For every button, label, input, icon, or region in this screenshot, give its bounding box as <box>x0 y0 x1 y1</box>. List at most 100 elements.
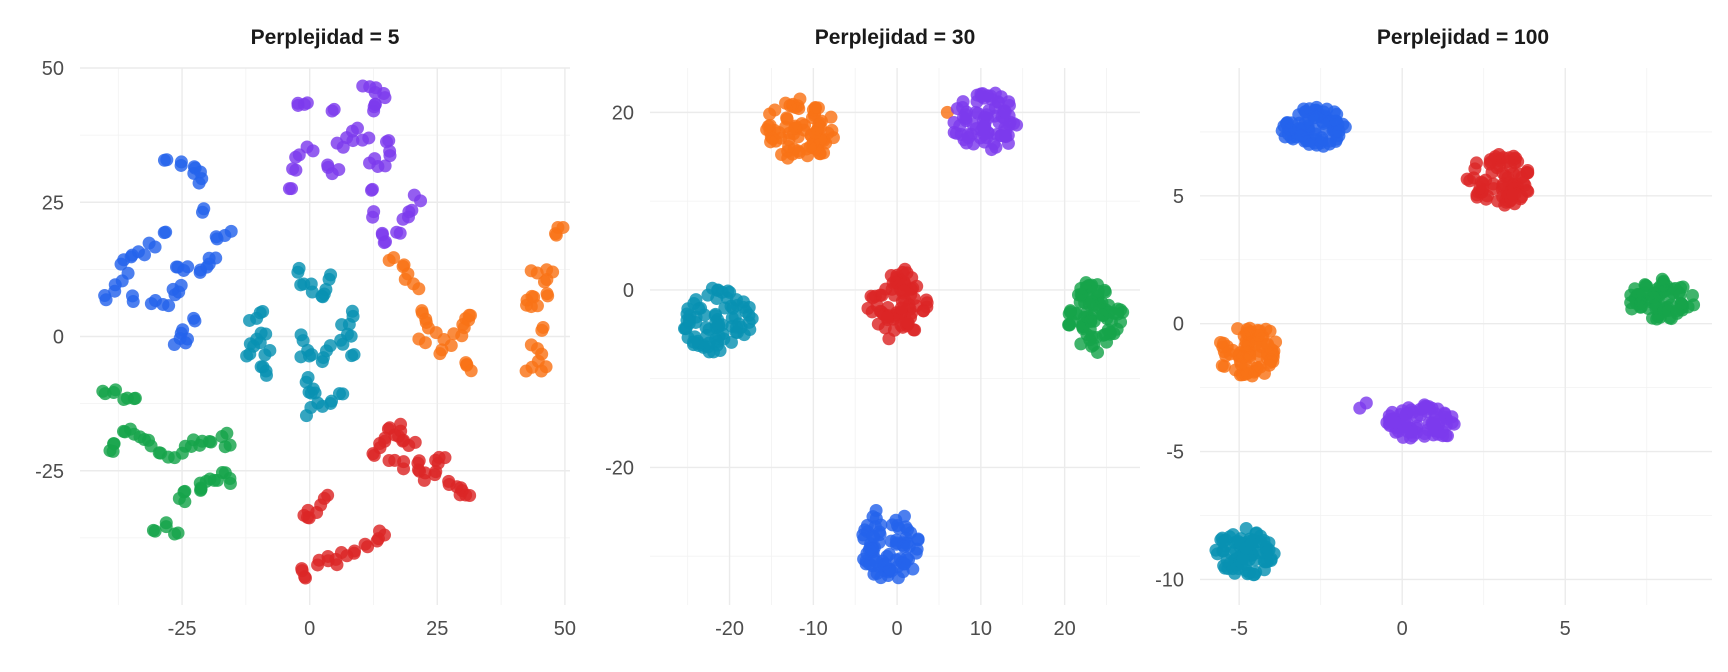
data-point <box>1243 321 1257 335</box>
data-point <box>121 266 135 280</box>
data-point <box>1463 174 1477 188</box>
data-point <box>1278 130 1292 144</box>
x-tick-label: 50 <box>554 618 576 640</box>
series-group <box>240 261 361 423</box>
data-point <box>325 167 339 181</box>
x-tick-label: -5 <box>1230 618 1248 640</box>
data-point <box>324 396 338 410</box>
data-point <box>737 328 751 342</box>
x-tick-label: 0 <box>304 618 315 640</box>
data-point <box>418 466 432 480</box>
y-tick-label: 0 <box>623 280 634 302</box>
data-point <box>159 225 173 239</box>
data-point <box>1236 551 1250 565</box>
data-point <box>444 338 458 352</box>
data-point <box>900 266 914 280</box>
data-point <box>412 332 426 346</box>
data-point <box>327 102 341 116</box>
panel-title: Perplejidad = 100 <box>1377 26 1549 49</box>
series-group <box>856 503 925 585</box>
data-point <box>1241 336 1255 350</box>
data-point <box>901 316 915 330</box>
data-point <box>378 235 392 249</box>
x-tick-label: -20 <box>715 618 744 640</box>
data-point <box>127 392 141 406</box>
data-point <box>148 240 162 254</box>
data-point <box>302 349 316 363</box>
data-point <box>1473 181 1487 195</box>
data-point <box>1220 553 1234 567</box>
data-point <box>397 455 411 469</box>
data-point <box>1353 401 1367 415</box>
data-point <box>742 308 756 322</box>
data-point <box>897 284 911 298</box>
data-point <box>856 528 870 542</box>
panel-perplexity-100: Perplejidad = 100 -5 0 5 -10 -5 0 5 <box>1155 26 1712 640</box>
data-point <box>393 226 407 240</box>
data-point <box>292 261 306 275</box>
y-tick-label: -25 <box>35 461 64 483</box>
data-point <box>178 495 192 509</box>
x-tick-label: 5 <box>1560 618 1571 640</box>
data-point <box>698 308 712 322</box>
data-point <box>336 387 350 401</box>
data-point <box>1269 335 1283 349</box>
data-point <box>258 348 272 362</box>
data-point <box>894 301 908 315</box>
data-point <box>919 293 933 307</box>
data-point <box>167 337 181 351</box>
data-point <box>368 97 382 111</box>
data-point <box>1264 353 1278 367</box>
y-tick-label: 50 <box>42 58 64 80</box>
data-point <box>1427 418 1441 432</box>
grid <box>1200 68 1712 605</box>
data-point <box>797 123 811 137</box>
data-point <box>865 542 879 556</box>
data-point <box>680 313 694 327</box>
data-point <box>347 546 361 560</box>
series-group <box>1214 321 1283 383</box>
data-point <box>464 364 478 378</box>
y-tick-label: -20 <box>605 457 634 479</box>
y-tick-label: 5 <box>1173 186 1184 208</box>
data-point <box>223 477 237 491</box>
data-point <box>299 409 313 423</box>
data-point <box>1647 290 1661 304</box>
series-group <box>1624 272 1701 326</box>
data-point <box>1506 188 1520 202</box>
data-point <box>142 433 156 447</box>
data-point <box>188 314 202 328</box>
data-point <box>1239 521 1253 535</box>
data-point <box>197 202 211 216</box>
x-tick-label: -25 <box>168 618 197 640</box>
data-point <box>285 182 299 196</box>
series-group <box>98 153 238 351</box>
data-point <box>220 426 234 440</box>
data-point <box>160 153 174 167</box>
data-point <box>463 488 477 502</box>
data-point <box>1483 153 1497 167</box>
series-group <box>947 86 1024 157</box>
data-point <box>889 513 903 527</box>
data-point <box>138 248 152 262</box>
x-tick-label: 0 <box>892 618 903 640</box>
data-point <box>702 345 716 359</box>
data-point <box>875 288 889 302</box>
data-point <box>1102 305 1116 319</box>
data-point <box>541 289 555 303</box>
data-point <box>882 332 896 346</box>
data-point <box>148 524 162 538</box>
data-point <box>1445 410 1459 424</box>
series-group <box>1062 276 1130 359</box>
data-point <box>1401 425 1415 439</box>
data-point <box>762 119 776 133</box>
data-point <box>713 343 727 357</box>
data-point <box>985 143 999 157</box>
data-point <box>1087 338 1101 352</box>
series-group <box>295 417 477 585</box>
data-point <box>298 571 312 585</box>
data-point <box>869 554 883 568</box>
data-point <box>1258 366 1272 380</box>
data-point <box>311 558 325 572</box>
data-point <box>1469 156 1483 170</box>
